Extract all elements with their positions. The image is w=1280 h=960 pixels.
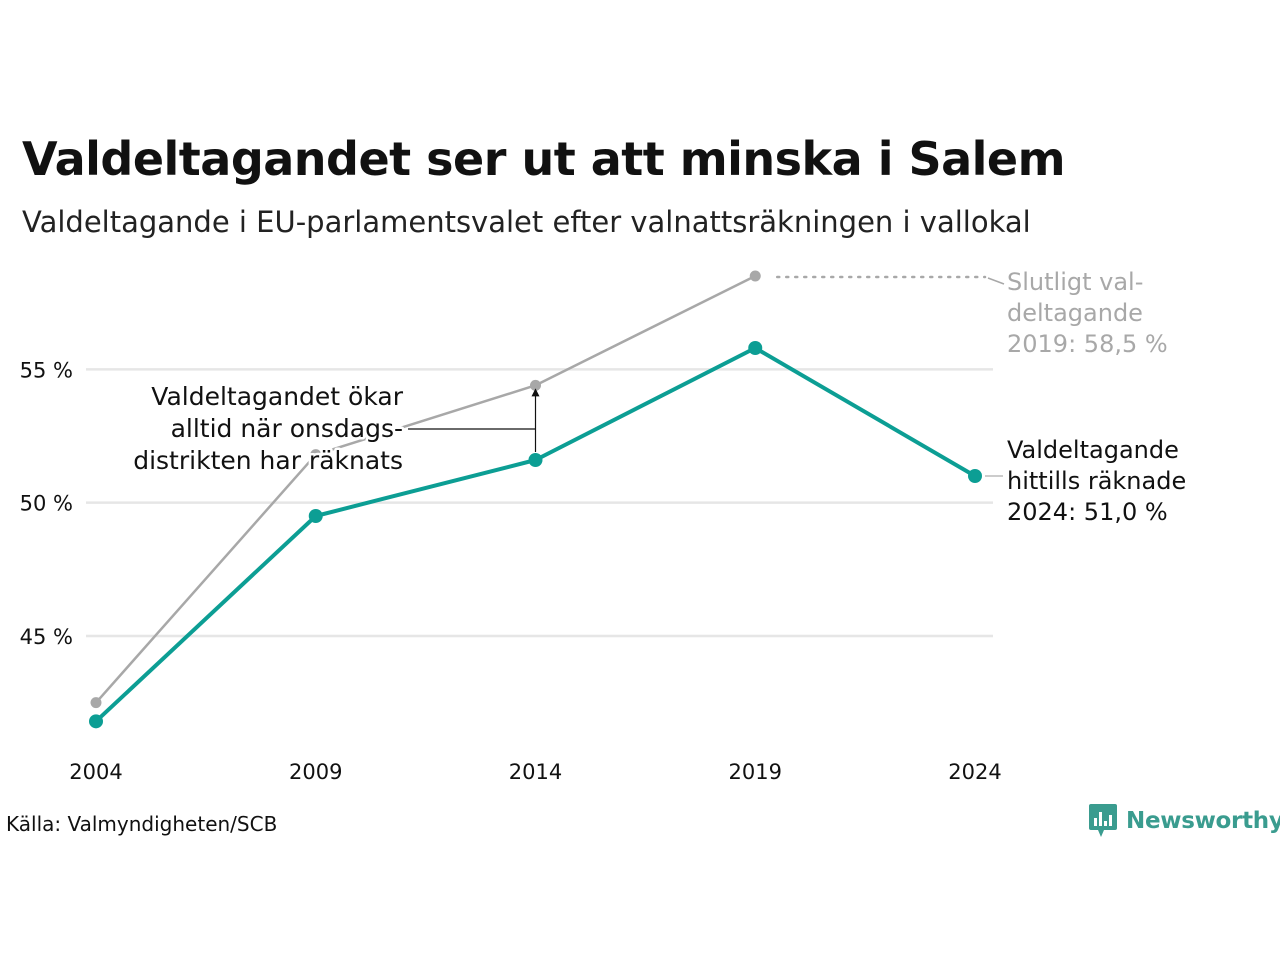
x-tick-label: 2014 [509,760,562,784]
final-turnout-label: 2019: 58,5 % [1007,330,1168,358]
final-turnout-point [310,449,322,461]
x-tick-label: 2009 [289,760,342,784]
final-leader-tick [987,277,1005,285]
x-tick-label: 2024 [948,760,1001,784]
wednesday-note: Valdeltagandet ökar [151,382,403,411]
source-note: Källa: Valmyndigheten/SCB [6,812,278,836]
newsworthy-logo-icon [1089,804,1117,837]
final-turnout-point [749,270,761,282]
x-tick-label: 2019 [729,760,782,784]
chart-title: Valdeltagandet ser ut att minska i Salem [22,132,1066,186]
note-arrowhead [531,388,540,397]
y-tick-label: 55 % [20,358,73,382]
final-turnout-line [95,274,756,704]
counted-turnout-point [968,469,982,483]
counted-turnout-label: 2024: 51,0 % [1007,498,1168,526]
final-turnout-label: deltagande [1007,299,1143,327]
final-turnout-point [90,697,102,709]
brand-name: Newsworthy [1126,808,1280,834]
counted-turnout-point [748,341,763,355]
y-tick-label: 50 % [20,492,73,516]
wednesday-note: alltid när onsdags- [171,414,403,443]
final-turnout-label: Slutligt val- [1007,268,1143,296]
counted-turnout-point [528,453,543,467]
x-tick-label: 2004 [69,760,122,784]
chart-subtitle: Valdeltagande i EU-parlamentsvalet efter… [22,205,1031,239]
counted-turnout-point [308,509,323,523]
y-tick-label: 45 % [20,625,73,649]
final-turnout-point [530,379,541,391]
counted-turnout-label: hittills räknade [1007,467,1186,495]
counted-turnout-label: Valdeltagande [1007,436,1179,464]
newsworthy-brand: Newsworthy [1088,803,1280,839]
wednesday-note: distrikten har räknats [133,446,403,475]
counted-turnout-point [89,714,103,729]
